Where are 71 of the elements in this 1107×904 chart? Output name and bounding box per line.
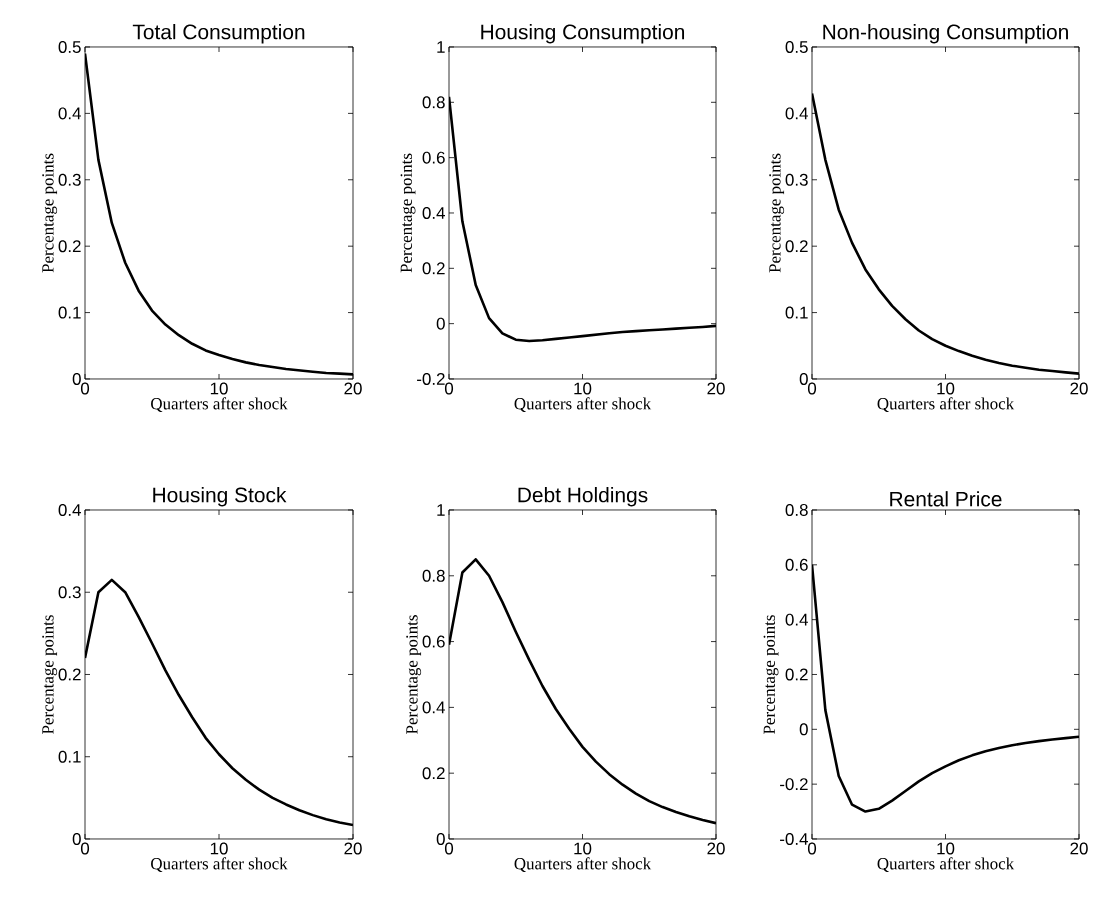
y-tick-label: 0.2: [785, 240, 808, 253]
x-axis-title: Quarters after shock: [514, 397, 652, 413]
y-tick-label: 0.3: [785, 173, 808, 186]
y-tick-label: 0.5: [785, 40, 808, 53]
x-tick-label: 10: [210, 382, 228, 395]
y-axis-title: Percentage points: [769, 153, 785, 273]
y-tick-label: 0: [72, 832, 81, 845]
y-tick-label: 0: [799, 723, 808, 736]
x-tick-label: 20: [1070, 842, 1088, 855]
y-axis-title: Percentage points: [42, 615, 58, 734]
y-tick-label: 0.6: [422, 635, 445, 648]
x-axis-title: Quarters after shock: [151, 397, 288, 413]
x-axis-title: Quarters after shock: [877, 857, 1015, 873]
y-tick-label: 0.2: [58, 240, 81, 253]
x-tick-label: 10: [937, 842, 955, 855]
chart-title: Rental Price: [890, 491, 1002, 507]
y-axis-title: Percentage points: [400, 153, 416, 273]
y-tick-label: 0.4: [58, 503, 81, 516]
y-tick-label: 0: [799, 372, 808, 385]
y-tick-label: 0.6: [785, 558, 808, 571]
x-tick-label: 0: [80, 382, 90, 395]
y-tick-label: 0.6: [422, 151, 445, 164]
y-tick-label: 0.3: [58, 173, 81, 186]
y-tick-label: -0.2: [780, 778, 808, 791]
y-tick-label: 0.8: [422, 569, 445, 582]
y-axis-title: Percentage points: [763, 615, 779, 734]
y-tick-label: 0.5: [58, 40, 81, 53]
x-axis-title: Quarters after shock: [514, 857, 652, 873]
y-axis-title: Percentage points: [42, 153, 58, 273]
x-axis-title: Quarters after shock: [877, 397, 1015, 413]
x-tick-label: 10: [574, 382, 592, 395]
x-tick-label: 20: [707, 842, 725, 855]
y-tick-label: 1: [437, 504, 445, 516]
y-tick-label: 0.8: [785, 503, 808, 516]
y-tick-label: 0.2: [422, 767, 445, 780]
chart-title: Housing Consumption: [481, 23, 685, 44]
x-tick-label: 0: [80, 842, 90, 855]
y-tick-label: 0.3: [58, 586, 81, 599]
x-axis-title: Quarters after shock: [151, 857, 288, 873]
chart-title: Debt Holdings: [518, 486, 648, 507]
y-axis-title: Percentage points: [406, 615, 422, 734]
x-tick-label: 20: [1070, 382, 1088, 395]
y-tick-label: 0.2: [785, 668, 808, 681]
y-tick-label: 0.1: [58, 306, 81, 319]
x-tick-label: 10: [210, 842, 228, 855]
y-tick-label: 0.4: [58, 107, 81, 120]
y-tick-label: 0.4: [785, 107, 808, 120]
y-tick-label: 1: [437, 41, 445, 53]
y-tick-label: 0: [436, 832, 445, 845]
x-tick-label: 20: [707, 382, 725, 395]
chart-title: Non-housing Consumption: [823, 23, 1068, 44]
y-tick-label: 0.4: [785, 613, 808, 626]
x-tick-label: 10: [937, 382, 955, 395]
y-tick-label: 0.4: [422, 206, 445, 219]
x-tick-label: 20: [344, 382, 362, 395]
x-tick-label: 20: [344, 842, 362, 855]
y-tick-label: 0: [436, 317, 445, 330]
y-tick-label: 0: [72, 372, 81, 385]
x-tick-label: 10: [574, 842, 592, 855]
x-tick-label: 0: [807, 382, 817, 395]
y-tick-label: -0.4: [780, 832, 808, 845]
y-tick-label: 0.8: [422, 96, 445, 109]
y-tick-label: 0.4: [422, 701, 445, 714]
y-tick-label: 0.1: [785, 306, 808, 319]
y-tick-label: -0.2: [417, 372, 445, 385]
y-tick-label: 0.2: [58, 668, 81, 681]
y-tick-label: 0.2: [422, 262, 445, 275]
chart-title: Housing Stock: [153, 486, 287, 507]
y-tick-label: 0.1: [58, 750, 81, 763]
x-tick-label: 0: [807, 842, 817, 855]
chart-title: Total Consumption: [132, 23, 305, 44]
